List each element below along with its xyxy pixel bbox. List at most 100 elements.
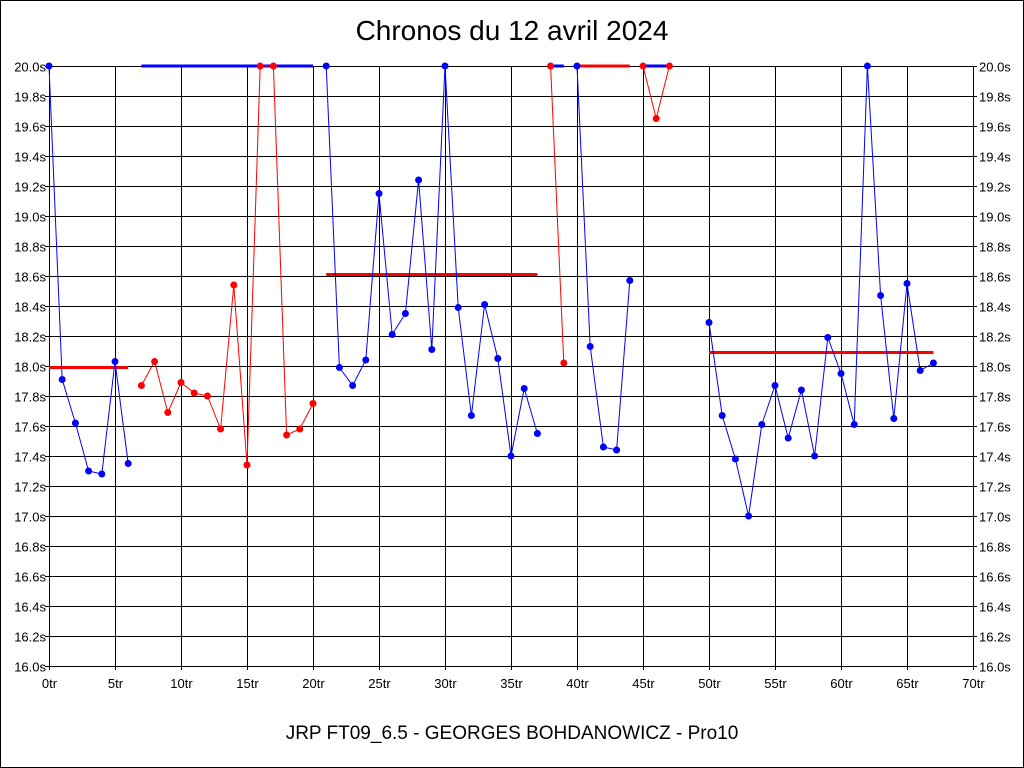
data-point: [428, 346, 436, 353]
data-point: [375, 190, 383, 197]
data-point: [322, 62, 330, 70]
data-point: [85, 467, 93, 475]
data-point: [58, 376, 66, 383]
x-tick-label: 30tr: [434, 676, 457, 691]
data-point: [877, 292, 885, 299]
y-tick-label-right: 18.0s: [979, 360, 1011, 375]
y-tick-label-left: 16.4s: [14, 600, 46, 615]
x-tick-label: 60tr: [830, 676, 853, 691]
series-line-segment-2: [140, 65, 314, 466]
y-tick-label-left: 18.6s: [14, 270, 46, 285]
y-tick-label-left: 18.4s: [14, 300, 46, 315]
data-point: [811, 452, 819, 460]
data-point: [560, 359, 568, 367]
y-tick-label-left: 18.8s: [14, 240, 46, 255]
x-tick-label: 70tr: [962, 676, 985, 691]
data-point: [599, 443, 607, 451]
data-point: [71, 419, 79, 427]
data-point: [362, 356, 370, 364]
y-tick-label-right: 16.0s: [979, 660, 1011, 675]
x-tick-label: 25tr: [368, 676, 391, 691]
chart-footer: JRP FT09_6.5 - GEORGES BOHDANOWICZ - Pro…: [285, 723, 739, 744]
data-point: [916, 367, 924, 374]
data-point: [903, 280, 911, 287]
series-line-segment-5: [576, 65, 631, 451]
y-tick-label-right: 19.4s: [979, 150, 1011, 165]
y-tick-label-right: 19.8s: [979, 90, 1011, 105]
data-point: [124, 460, 132, 467]
y-tick-label-left: 16.0s: [14, 660, 46, 675]
data-point: [230, 281, 238, 289]
y-tick-label-left: 16.8s: [14, 540, 46, 555]
y-tick-label-right: 18.6s: [979, 270, 1011, 285]
y-tick-label-left: 18.2s: [14, 330, 46, 345]
x-tick-label: 15tr: [236, 676, 259, 691]
data-point: [283, 431, 291, 439]
x-tick-label: 10tr: [170, 676, 193, 691]
y-tick-label-right: 19.2s: [979, 180, 1011, 195]
data-point: [98, 470, 106, 478]
data-point: [151, 358, 159, 365]
y-tick-label-left: 16.6s: [14, 570, 46, 585]
data-point: [309, 400, 317, 407]
y-tick-label-right: 18.4s: [979, 300, 1011, 315]
data-point: [137, 382, 145, 389]
x-tick-label: 40tr: [566, 676, 589, 691]
x-tick-label: 45tr: [632, 676, 655, 691]
data-point: [296, 425, 304, 433]
data-point: [705, 319, 713, 326]
y-tick-label-left: 17.4s: [14, 450, 46, 465]
data-point: [837, 370, 845, 377]
y-tick-label-right: 19.6s: [979, 120, 1011, 135]
y-tick-label-right: 16.2s: [979, 630, 1011, 645]
y-tick-label-right: 17.0s: [979, 510, 1011, 525]
data-point: [731, 455, 739, 463]
y-tick-label-left: 19.4s: [14, 150, 46, 165]
series-line-segment-7: [708, 65, 934, 517]
chart-title: Chronos du 12 avril 2024: [355, 15, 669, 46]
y-tick-label-left: 17.6s: [14, 420, 46, 435]
data-point: [890, 415, 898, 422]
y-tick-label-right: 17.2s: [979, 480, 1011, 495]
data-point: [243, 461, 251, 469]
data-point: [467, 412, 475, 419]
y-tick-label-left: 19.6s: [14, 120, 46, 135]
data-point: [335, 364, 343, 371]
data-point: [533, 430, 541, 437]
data-point: [929, 359, 937, 367]
data-point: [269, 62, 277, 70]
data-point: [652, 115, 660, 122]
y-tick-label-right: 20.0s: [979, 60, 1011, 75]
data-point: [745, 512, 753, 520]
y-tick-label-right: 19.0s: [979, 210, 1011, 225]
y-tick-label-right: 16.8s: [979, 540, 1011, 555]
y-tick-label-right: 16.4s: [979, 600, 1011, 615]
y-tick-label-left: 19.0s: [14, 210, 46, 225]
data-point: [718, 412, 726, 419]
data-point: [626, 277, 634, 284]
data-point: [863, 62, 871, 70]
x-tick-label: 50tr: [698, 676, 721, 691]
series-line-segment-6: [642, 65, 670, 119]
series-line-segment-4: [550, 65, 565, 364]
data-point: [573, 62, 581, 70]
x-tick-label: 55tr: [764, 676, 787, 691]
data-point: [203, 392, 211, 400]
data-point: [111, 358, 119, 365]
y-tick-label-right: 17.4s: [979, 450, 1011, 465]
data-point: [613, 446, 621, 454]
data-point: [454, 304, 462, 311]
data-point: [784, 434, 792, 442]
data-point: [824, 334, 832, 341]
x-tick-label: 20tr: [302, 676, 325, 691]
y-tick-label-right: 16.6s: [979, 570, 1011, 585]
data-point: [494, 355, 502, 362]
y-tick-label-right: 18.2s: [979, 330, 1011, 345]
y-tick-label-right: 17.6s: [979, 420, 1011, 435]
data-point: [177, 379, 185, 386]
x-tick-label: 5tr: [108, 676, 124, 691]
data-point: [797, 386, 805, 394]
x-tick-label: 0tr: [42, 676, 58, 691]
data-point: [190, 389, 198, 397]
